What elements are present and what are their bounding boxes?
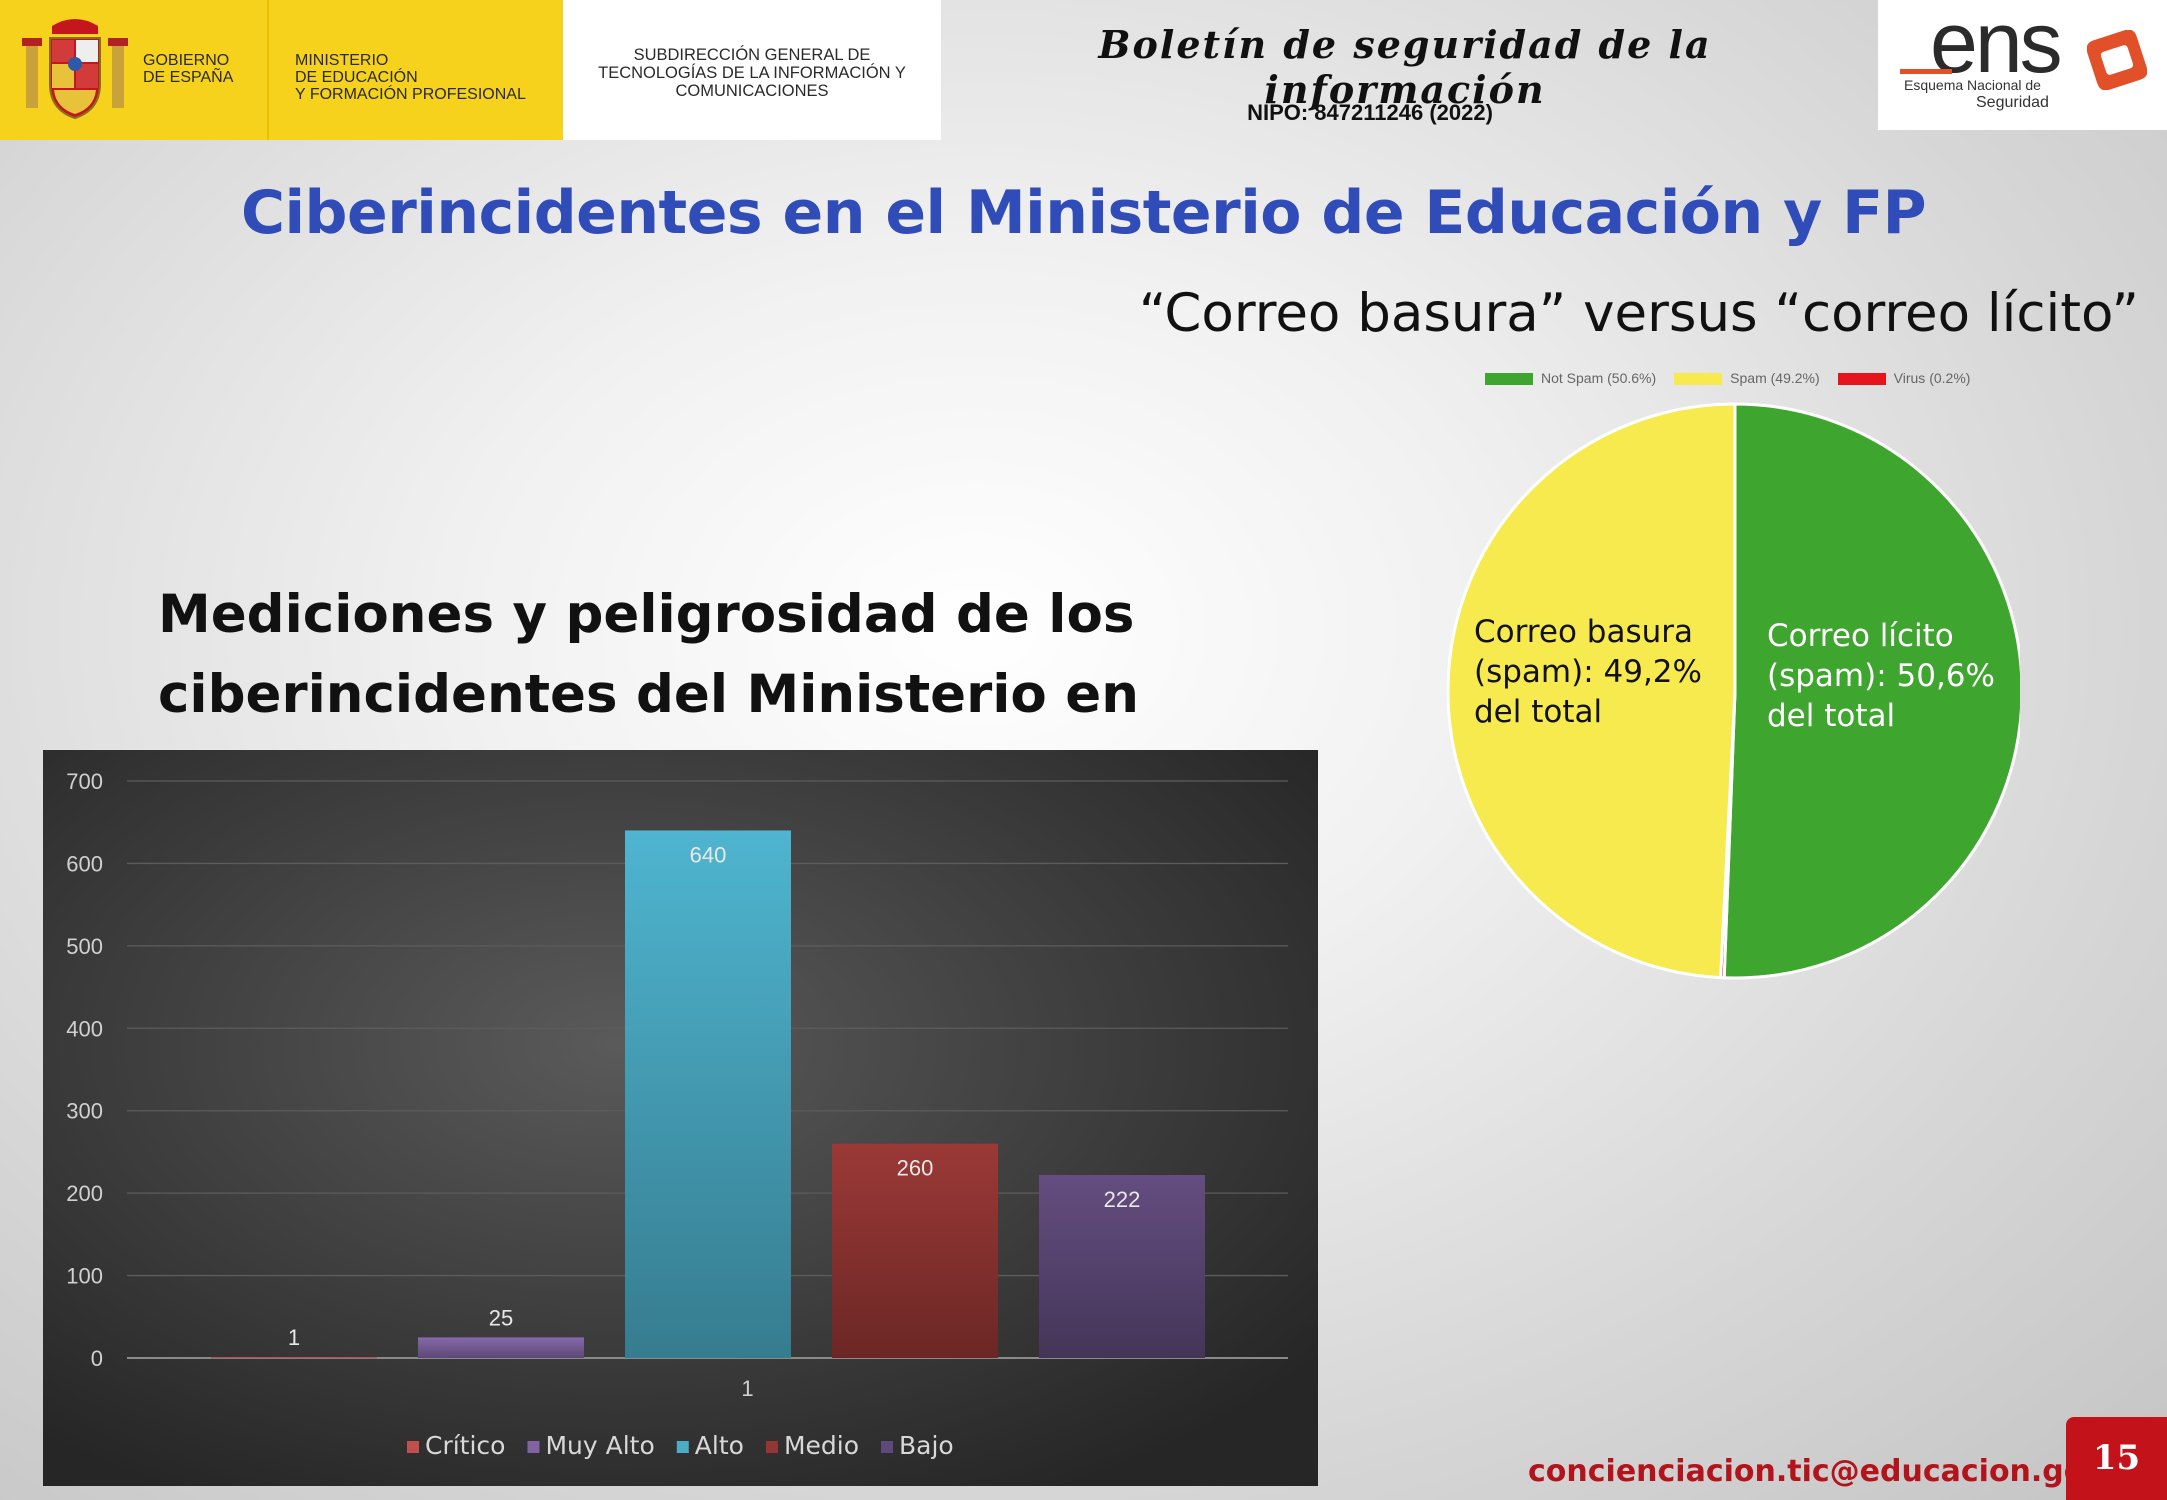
legend-swatch — [1837, 373, 1886, 386]
legend-label: Alto — [695, 1431, 744, 1460]
bar-legend: Crítico Muy Alto Alto Medio Bajo — [407, 1431, 954, 1460]
pie-legend-item: Virus (0.2%) — [1837, 370, 1971, 386]
bar-medio — [832, 1143, 998, 1358]
y-tick-label: 100 — [66, 1264, 103, 1289]
y-tick-label: 400 — [66, 1016, 103, 1041]
pie-label-not-spam: Correo lícito (spam): 50,6% del total — [1767, 618, 1995, 734]
ens-logo-underline — [1900, 69, 1952, 74]
legend-label: Medio — [784, 1431, 859, 1460]
legend-label: Bajo — [899, 1431, 954, 1460]
bar-value-label: 25 — [489, 1305, 513, 1330]
page-number-badge: 15 — [2066, 1417, 2167, 1500]
bar-crítico — [211, 1357, 377, 1359]
bar-alto — [625, 830, 791, 1358]
legend-label: Not Spam (50.6%) — [1541, 370, 1657, 386]
bar-value-label: 1 — [288, 1325, 300, 1350]
legend-swatch — [1674, 373, 1723, 386]
legend-swatch — [765, 1441, 778, 1453]
legend-swatch — [527, 1441, 540, 1453]
ministry-label: MINISTERIO DE EDUCACIÓN Y FORMACIÓN PROF… — [295, 52, 526, 103]
legend-label: Spam (49.2%) — [1730, 370, 1820, 386]
header-subdirectorate-band — [563, 0, 941, 140]
bar-muy-alto — [418, 1337, 584, 1358]
pie-section-title: “Correo basura” versus “correo lícito” — [1138, 283, 2139, 344]
government-label: GOBIERNO DE ESPAÑA — [143, 52, 234, 86]
pie-chart-svg — [1446, 402, 2024, 980]
legend-label: Virus (0.2%) — [1893, 370, 1971, 386]
bar-bajo — [1039, 1175, 1205, 1358]
y-tick-label: 700 — [66, 769, 103, 794]
bar-value-label: 640 — [690, 842, 727, 867]
y-tick-label: 500 — [66, 934, 103, 959]
ens-logo-line1: Esquema Nacional de — [1904, 77, 2041, 93]
legend-swatch — [676, 1441, 689, 1453]
y-tick-label: 300 — [66, 1099, 103, 1124]
legend-swatch — [407, 1441, 419, 1453]
bar-value-label: 260 — [897, 1156, 934, 1181]
page-title: Ciberincidentes en el Ministerio de Educ… — [240, 178, 1927, 248]
y-tick-label: 0 — [91, 1346, 103, 1371]
bar-value-label: 222 — [1104, 1187, 1141, 1212]
legend-label: Muy Alto — [545, 1431, 654, 1460]
pie-label-spam: Correo basura (spam): 49,2% del total — [1474, 614, 1702, 730]
x-tick-label: 1 — [741, 1376, 753, 1401]
bar-chart-svg: 0 100 200 300 400 500 600 700 1 25 640 260 222 1 Críti… — [43, 750, 1318, 1486]
footer-email-link[interactable]: concienciacion.tic@educacion.gob.es — [1528, 1454, 2156, 1489]
ens-emblem-icon — [2087, 30, 2147, 90]
legend-swatch — [1485, 373, 1533, 386]
legend-swatch — [881, 1441, 893, 1453]
legend-label: Crítico — [425, 1431, 505, 1460]
subdirectorate-label: SUBDIRECCIÓN GENERAL DE TECNOLOGÍAS DE L… — [598, 46, 906, 100]
ens-logo-word: ens — [1930, 0, 2063, 91]
ens-logo-line2: Seguridad — [1976, 94, 2049, 111]
bulletin-title: Boletín de seguridad de la información — [1098, 22, 1712, 112]
incident-bar-chart: 0 100 200 300 400 500 600 700 1 25 640 260 222 1 Críti… — [43, 750, 1318, 1486]
pie-legend-item: Spam (49.2%) — [1674, 370, 1820, 386]
coat-of-arms-icon — [22, 19, 128, 120]
ens-logo: ens Esquema Nacional de Seguridad — [1878, 0, 2167, 130]
nipo-label: NIPO: 847211246 (2022) — [1247, 100, 1493, 125]
pie-slice-spam — [1446, 402, 1737, 980]
y-tick-label: 200 — [66, 1181, 103, 1206]
header-divider — [267, 0, 269, 140]
y-tick-label: 600 — [66, 851, 103, 876]
pie-legend-item: Not Spam (50.6%) — [1485, 370, 1656, 386]
email-pie-chart — [1440, 395, 2024, 985]
